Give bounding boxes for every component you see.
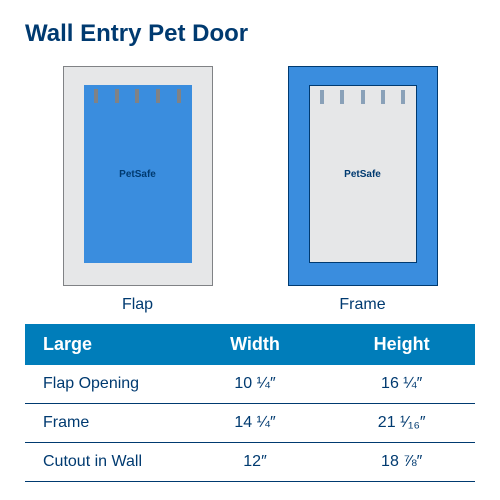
frame-label: Frame: [339, 296, 385, 314]
frame-notches: [320, 90, 405, 104]
cell-height: 16 ¼″: [328, 365, 475, 403]
notch-icon: [320, 90, 324, 104]
frame-inner-panel: PetSafe: [309, 85, 417, 263]
col-header-height: Height: [328, 324, 475, 365]
notch-icon: [340, 90, 344, 104]
notch-icon: [94, 89, 98, 103]
frame-diagram-block: PetSafe Frame: [288, 66, 438, 314]
flap-diagram-block: PetSafe Flap: [63, 66, 213, 314]
diagram-row: PetSafe Flap PetSafe Frame: [25, 66, 475, 314]
brand-label: PetSafe: [119, 169, 156, 180]
cell-width: 14 ¼″: [182, 404, 329, 442]
page-title: Wall Entry Pet Door: [25, 20, 475, 48]
table-header: Large Width Height: [25, 324, 475, 365]
table-row: Flap Opening 10 ¼″ 16 ¼″: [25, 365, 475, 404]
flap-notches: [94, 89, 180, 103]
cell-width: 12″: [182, 443, 329, 481]
col-header-size: Large: [25, 324, 182, 365]
notch-icon: [135, 89, 139, 103]
notch-icon: [361, 90, 365, 104]
frame-outer: PetSafe: [288, 66, 438, 286]
row-label: Frame: [25, 404, 182, 442]
notch-icon: [115, 89, 119, 103]
cell-height: 21 ¹⁄₁₆″: [328, 404, 475, 442]
col-header-width: Width: [182, 324, 329, 365]
dimensions-table: Large Width Height Flap Opening 10 ¼″ 16…: [25, 324, 475, 482]
notch-icon: [156, 89, 160, 103]
flap-outer-frame: PetSafe: [63, 66, 213, 286]
flap-inner-panel: PetSafe: [84, 85, 192, 263]
cell-height: 18 ⅞″: [328, 443, 475, 481]
notch-icon: [381, 90, 385, 104]
flap-label: Flap: [122, 296, 153, 314]
brand-label: PetSafe: [344, 169, 381, 180]
table-row: Frame 14 ¼″ 21 ¹⁄₁₆″: [25, 404, 475, 443]
notch-icon: [401, 90, 405, 104]
table-row: Cutout in Wall 12″ 18 ⅞″: [25, 443, 475, 482]
notch-icon: [177, 89, 181, 103]
cell-width: 10 ¼″: [182, 365, 329, 403]
row-label: Flap Opening: [25, 365, 182, 403]
row-label: Cutout in Wall: [25, 443, 182, 481]
